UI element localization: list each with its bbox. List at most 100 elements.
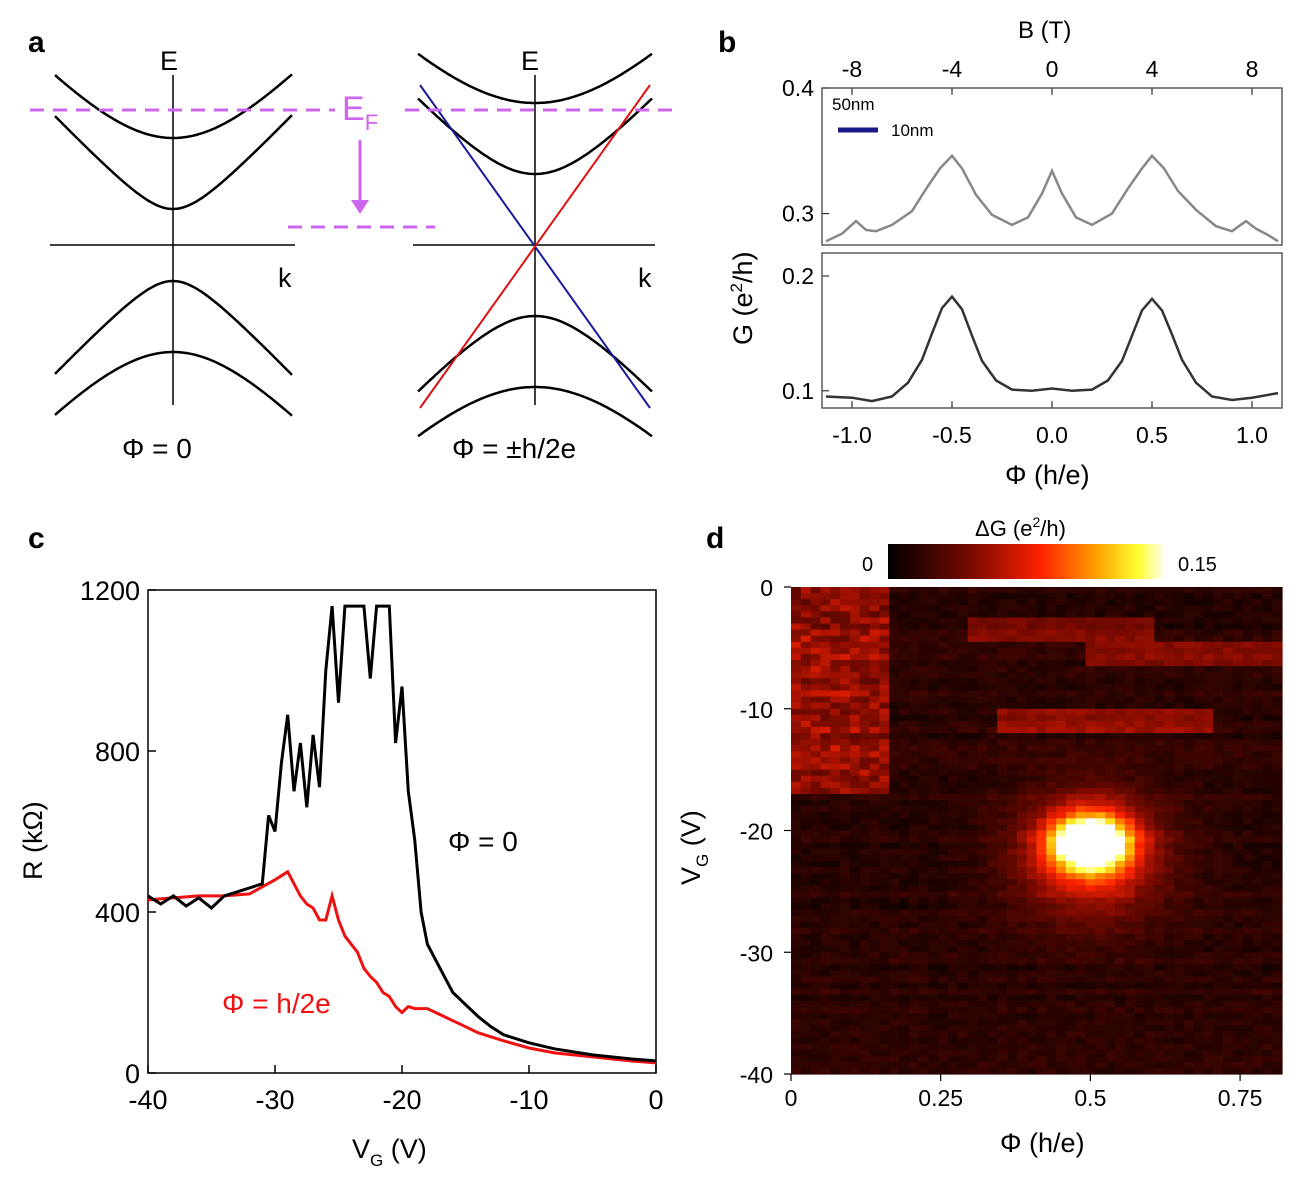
heatmap-cell	[1095, 1043, 1106, 1051]
heatmap-cell	[928, 1007, 939, 1014]
heatmap-cell	[1232, 1013, 1244, 1020]
heatmap-cell	[1036, 848, 1047, 856]
heatmap-cell	[1232, 708, 1244, 716]
heatmap-cell	[1193, 666, 1205, 673]
heatmap-cell	[967, 848, 979, 856]
heatmap-cell	[1272, 696, 1283, 704]
heatmap-cell	[1193, 909, 1205, 917]
heatmap-cell	[928, 769, 939, 777]
heatmap-cell	[859, 1031, 871, 1039]
heatmap-cell	[1173, 1037, 1185, 1045]
heatmap-cell	[1036, 672, 1047, 679]
heatmap-cell	[1026, 781, 1038, 789]
heatmap-cell	[1065, 946, 1077, 953]
heatmap-cell	[1223, 933, 1234, 941]
heatmap-cell	[1075, 587, 1087, 594]
heatmap-cell	[830, 733, 841, 740]
heatmap-cell	[948, 672, 959, 679]
heatmap-cell	[1144, 836, 1155, 844]
heatmap-cell	[1193, 848, 1205, 856]
heatmap-cell	[1085, 629, 1097, 637]
heatmap-cell	[1124, 946, 1136, 953]
heatmap-cell	[859, 915, 871, 923]
heatmap-cell	[1075, 940, 1087, 947]
heatmap-cell	[800, 763, 812, 771]
heatmap-cell	[967, 964, 979, 972]
heatmap-cell	[889, 672, 900, 679]
top-axis-ticks: -8 -4 0 4 8	[842, 56, 1258, 95]
heatmap-cell	[1124, 617, 1136, 625]
heatmap-cell	[918, 629, 930, 637]
heatmap-cell	[957, 647, 969, 655]
heatmap-cell	[899, 629, 910, 637]
heatmap-cell	[859, 684, 871, 692]
heatmap-cell	[1065, 812, 1077, 819]
heatmap-cell	[938, 964, 949, 972]
heatmap-cell	[918, 666, 930, 673]
heatmap-cell	[1036, 1013, 1047, 1020]
heatmap-cell	[1193, 879, 1205, 886]
heatmap-cell	[820, 739, 831, 746]
fermi-arrow-head	[351, 200, 369, 214]
heatmap-cell	[849, 958, 861, 966]
heatmap-cell	[1203, 666, 1214, 673]
heatmap-cell	[1075, 787, 1087, 795]
heatmap-cell	[957, 751, 969, 759]
heatmap-cell	[1065, 666, 1077, 673]
heatmap-cell	[869, 860, 880, 868]
heatmap-cell	[997, 854, 1008, 862]
heatmap-cell	[849, 982, 861, 990]
heatmap-cell	[1144, 903, 1155, 911]
heatmap-cell	[928, 836, 939, 844]
heatmap-cell	[1203, 745, 1214, 752]
heatmap-cell	[997, 611, 1008, 619]
heatmap-cell	[800, 885, 812, 892]
heatmap-cell	[1272, 860, 1283, 868]
heatmap-cell	[1007, 660, 1018, 667]
heatmap-cell	[1242, 800, 1254, 807]
heatmap-cell	[1193, 684, 1205, 692]
heatmap-cell	[908, 587, 920, 594]
heatmap-cell	[879, 587, 890, 594]
heatmap-cell	[1085, 1013, 1097, 1020]
heatmap-cell	[840, 1025, 851, 1032]
heatmap-cell	[1232, 617, 1244, 625]
heatmap-cell	[899, 921, 910, 929]
heatmap-cell	[1193, 1043, 1205, 1051]
heatmap-cell	[1203, 605, 1214, 612]
heatmap-cell	[1134, 933, 1146, 941]
heatmap-cell	[1144, 684, 1155, 692]
heatmap-cell	[879, 605, 890, 612]
heatmap-cell	[1252, 946, 1263, 953]
heatmap-cell	[977, 599, 988, 606]
heatmap-cell	[840, 854, 851, 862]
heatmap-cell	[1056, 702, 1067, 710]
heatmap-cell	[948, 915, 959, 923]
heatmap-cell	[977, 733, 988, 740]
heatmap-cell	[1213, 1067, 1224, 1075]
heatmap-cell	[908, 623, 920, 631]
annotation-half-flux: Φ = h/2e	[222, 988, 331, 1019]
heatmap-cell	[918, 793, 930, 801]
heatmap-cell	[1085, 1000, 1097, 1008]
heatmap-cell	[830, 903, 841, 911]
heatmap-cell	[1144, 964, 1155, 972]
heatmap-cell	[1252, 885, 1263, 892]
heatmap-cell	[997, 1043, 1008, 1051]
heatmap-cell	[1085, 830, 1097, 838]
heatmap-cell	[997, 946, 1008, 953]
heatmap-cell	[1193, 800, 1205, 807]
heatmap-cell	[899, 593, 910, 600]
heatmap-cell	[820, 806, 831, 813]
heatmap-cell	[987, 915, 998, 923]
heatmap-cell	[938, 714, 949, 722]
heatmap-cell	[1193, 702, 1205, 710]
heatmap-cell	[928, 708, 939, 716]
panel-a-band-diagram: E k Φ = 0 E k Φ = ±h/2e EF	[30, 46, 680, 464]
heatmap-cell	[1213, 647, 1224, 655]
heatmap-cell	[967, 660, 979, 667]
heatmap-cell	[889, 806, 900, 813]
heatmap-cell	[800, 611, 812, 619]
heatmap-cell	[997, 1031, 1008, 1039]
heatmap-cell	[830, 745, 841, 752]
